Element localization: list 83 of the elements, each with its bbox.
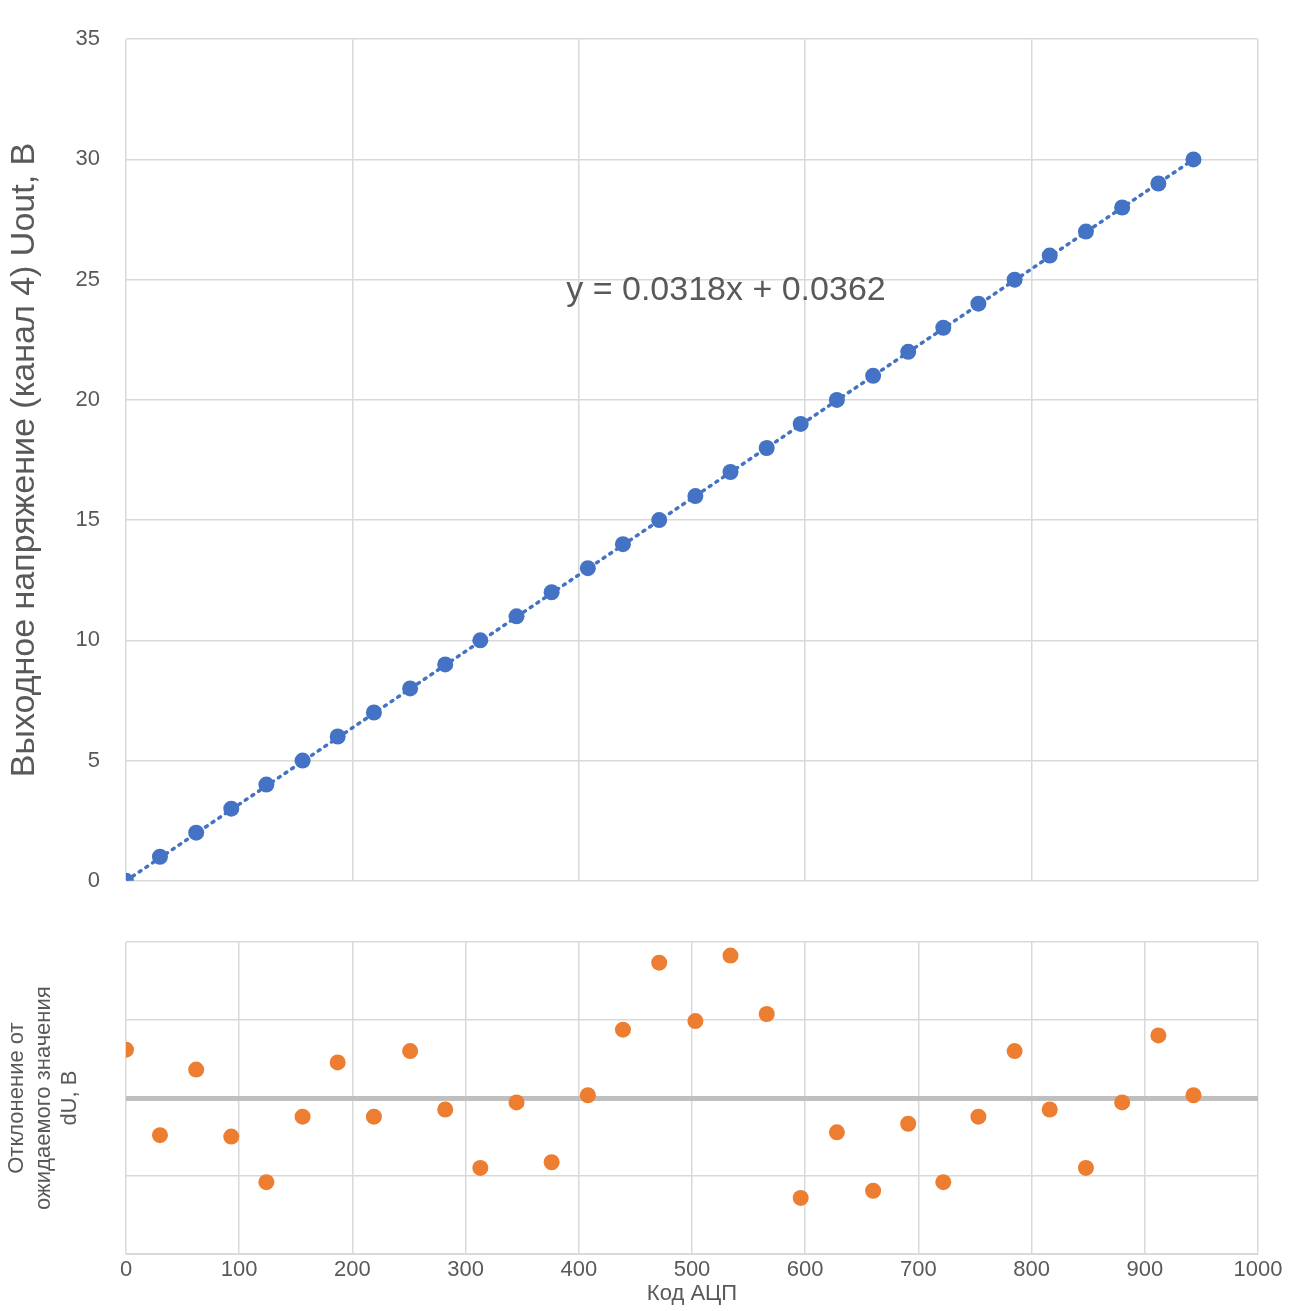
point (223, 800, 240, 817)
point (865, 1182, 882, 1199)
x-tick-label: 100 (220, 1256, 258, 1282)
point (294, 1108, 311, 1125)
point (1077, 1159, 1094, 1176)
x-tick-label: 600 (786, 1256, 824, 1282)
point (1006, 1043, 1023, 1060)
point (329, 728, 346, 745)
x-tick-label: 400 (560, 1256, 598, 1282)
point (614, 1021, 631, 1038)
point (758, 439, 775, 456)
point (792, 415, 809, 432)
point (687, 488, 704, 505)
point (1041, 1101, 1058, 1118)
point (758, 1005, 775, 1022)
y-tick-label: 20 (75, 385, 100, 411)
point (935, 319, 952, 336)
point (1114, 199, 1131, 216)
point (935, 1174, 952, 1191)
point (1041, 247, 1058, 264)
point (365, 704, 382, 721)
point (687, 1013, 704, 1030)
x-axis-title: Код АЦП (646, 1279, 738, 1305)
point (508, 608, 525, 625)
point (579, 560, 596, 577)
point (792, 1189, 809, 1206)
point (294, 752, 311, 769)
point (258, 776, 275, 793)
point (188, 824, 205, 841)
point (828, 391, 845, 408)
point (1006, 271, 1023, 288)
point (1077, 223, 1094, 240)
point (223, 1128, 240, 1145)
x-tick-label: 500 (673, 1256, 711, 1282)
y-tick-label: 15 (75, 506, 100, 532)
point (970, 295, 987, 312)
point (437, 656, 454, 673)
point (970, 1108, 987, 1125)
y-tick-label: 0 (87, 866, 100, 892)
point (828, 1124, 845, 1141)
point (722, 464, 739, 481)
point (651, 512, 668, 529)
point (651, 954, 668, 971)
point (437, 1101, 454, 1118)
point (1114, 1094, 1131, 1111)
x-tick-label: 300 (447, 1256, 484, 1282)
point (543, 1154, 560, 1171)
point (151, 848, 168, 865)
point (579, 1087, 596, 1104)
point (472, 1159, 489, 1176)
point (900, 1115, 917, 1132)
y-axis-title: Отклонение от ожидаемого значения dU, В (3, 986, 82, 1210)
y-tick-label: 30 (75, 145, 100, 171)
point (151, 1127, 168, 1144)
point (472, 632, 489, 649)
y-tick-label: 5 (87, 746, 100, 772)
point (722, 947, 739, 964)
y-axis-title: Выходное напряжение (канал 4) Uout, В (2, 142, 41, 778)
y-tick-label: 35 (75, 25, 100, 51)
point (329, 1054, 346, 1071)
x-tick-label: 0 (119, 1256, 133, 1282)
point (543, 584, 560, 601)
annotation: y = 0.0318x + 0.0362 (566, 269, 886, 308)
point (402, 1043, 419, 1060)
x-tick-label: 900 (1126, 1256, 1164, 1282)
point (188, 1061, 205, 1078)
x-tick-label: 1000 (1233, 1256, 1283, 1282)
point (508, 1094, 525, 1111)
point (900, 343, 917, 360)
point (1185, 1087, 1202, 1104)
x-tick-label: 200 (334, 1256, 371, 1282)
point (258, 1174, 275, 1191)
point (365, 1108, 382, 1125)
point (402, 680, 419, 697)
point (614, 536, 631, 553)
y-tick-label: 10 (75, 626, 100, 652)
x-tick-label: 700 (900, 1256, 937, 1282)
point (1185, 151, 1202, 168)
point (865, 367, 882, 384)
point (1150, 175, 1167, 192)
y-tick-label: 25 (75, 265, 100, 291)
x-tick-label: 800 (1013, 1256, 1050, 1282)
point (1150, 1027, 1167, 1044)
